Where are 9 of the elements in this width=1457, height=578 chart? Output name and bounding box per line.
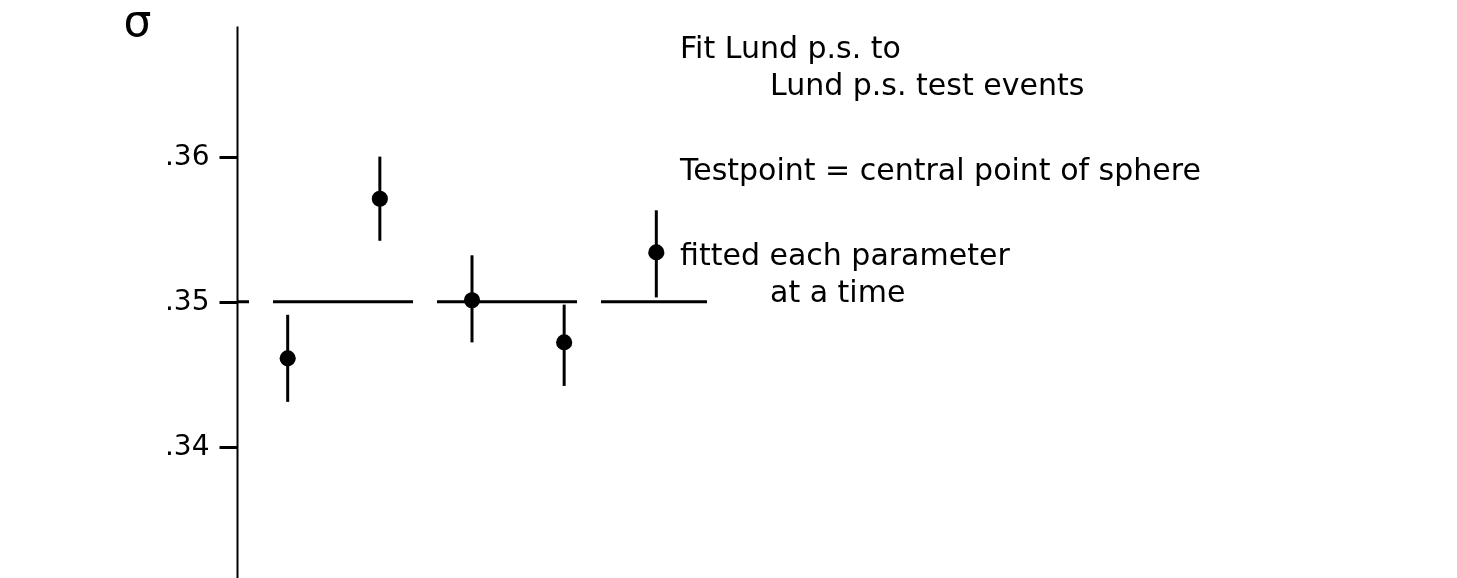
- annotation: Testpoint = central point of sphere: [680, 152, 1202, 187]
- y-tick-label: .35: [164, 284, 210, 318]
- y-tick-label: .36: [164, 139, 210, 173]
- y-axis-title: σ: [123, 0, 152, 46]
- y-tick-label: .34: [164, 429, 210, 463]
- text: at a time: [769, 274, 907, 309]
- annotation: Fit Lund p.s. to: [680, 30, 902, 65]
- annotation: fitted each parameter: [680, 237, 1011, 272]
- text: Lund p.s. test events: [769, 67, 1086, 102]
